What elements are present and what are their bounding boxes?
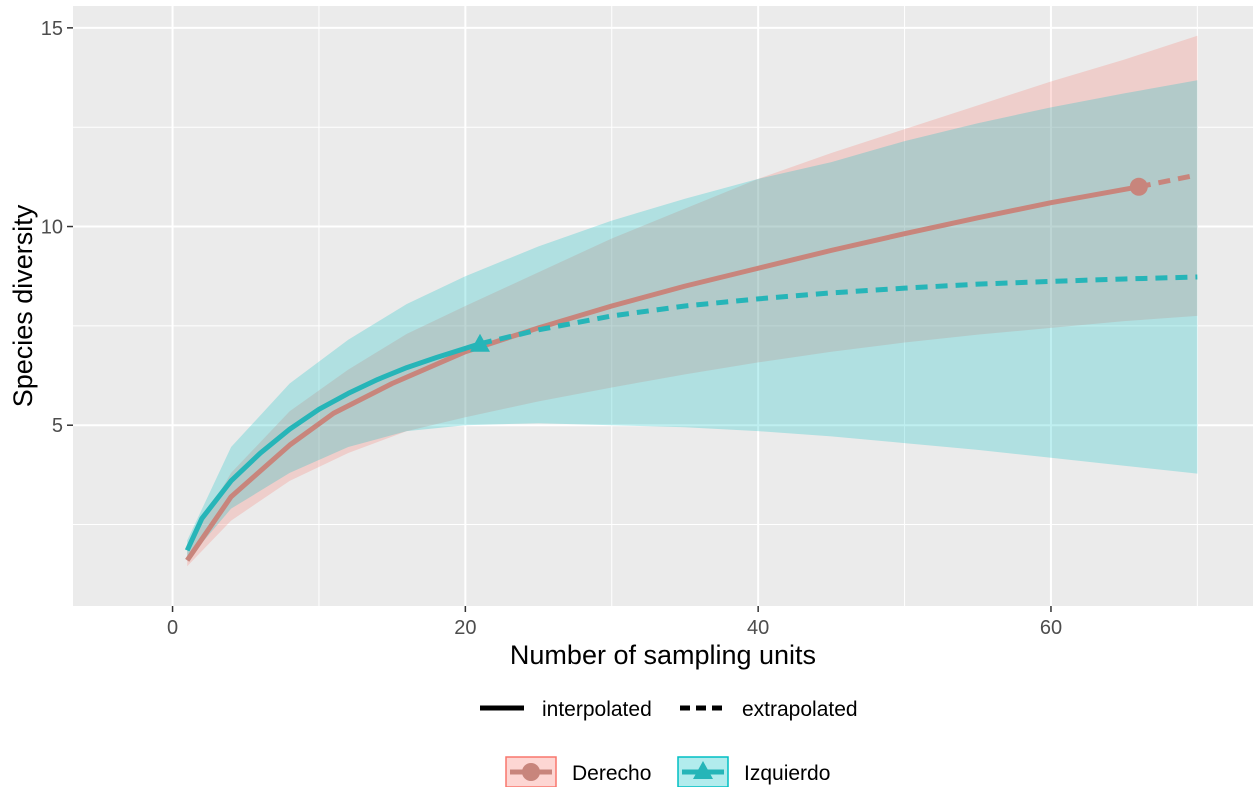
extrapolated-line-derecho bbox=[1138, 172, 1198, 190]
ci-ribbon-derecho bbox=[187, 35, 1198, 567]
interpolated-line-izquierdo bbox=[184, 341, 481, 552]
series-lines bbox=[184, 172, 1198, 562]
x-axis-title: Number of sampling units bbox=[510, 640, 816, 670]
y-axis-title: Species diversity bbox=[8, 204, 38, 407]
legend-key-izquierdo-triangle bbox=[693, 761, 713, 779]
observed-point-izquierdo bbox=[469, 333, 490, 352]
y-axis: 5 10 15 bbox=[41, 18, 73, 437]
confidence-ribbons bbox=[187, 35, 1198, 567]
minor-gridlines bbox=[73, 6, 1253, 606]
y-tick-label: 15 bbox=[41, 18, 63, 40]
y-tick-label: 5 bbox=[52, 415, 63, 437]
x-tick-label: 20 bbox=[454, 617, 476, 639]
ci-ribbon-izquierdo bbox=[187, 80, 1198, 561]
interpolated-line-derecho bbox=[185, 184, 1140, 562]
legend-label-extrapolated: extrapolated bbox=[742, 698, 858, 721]
observed-point-derecho bbox=[1129, 177, 1148, 196]
x-tick-label: 0 bbox=[167, 617, 178, 639]
x-tick-label: 60 bbox=[1040, 617, 1062, 639]
legend-label-derecho: Derecho bbox=[572, 762, 651, 785]
legend-label-izquierdo: Izquierdo bbox=[744, 762, 830, 785]
linetype-legend: interpolated extrapolated bbox=[480, 698, 858, 721]
major-gridlines bbox=[73, 6, 1253, 606]
series-legend: Derecho Izquierdo bbox=[505, 756, 830, 787]
plot-panel bbox=[73, 6, 1253, 606]
y-tick-label: 10 bbox=[41, 217, 63, 239]
x-tick-label: 40 bbox=[747, 617, 769, 639]
legend-label-interpolated: interpolated bbox=[542, 698, 652, 721]
legend-key-derecho-circle bbox=[522, 763, 540, 781]
extrapolated-line-izquierdo bbox=[479, 274, 1198, 347]
x-axis: 0 20 40 60 bbox=[167, 606, 1062, 639]
observed-markers bbox=[469, 177, 1148, 352]
